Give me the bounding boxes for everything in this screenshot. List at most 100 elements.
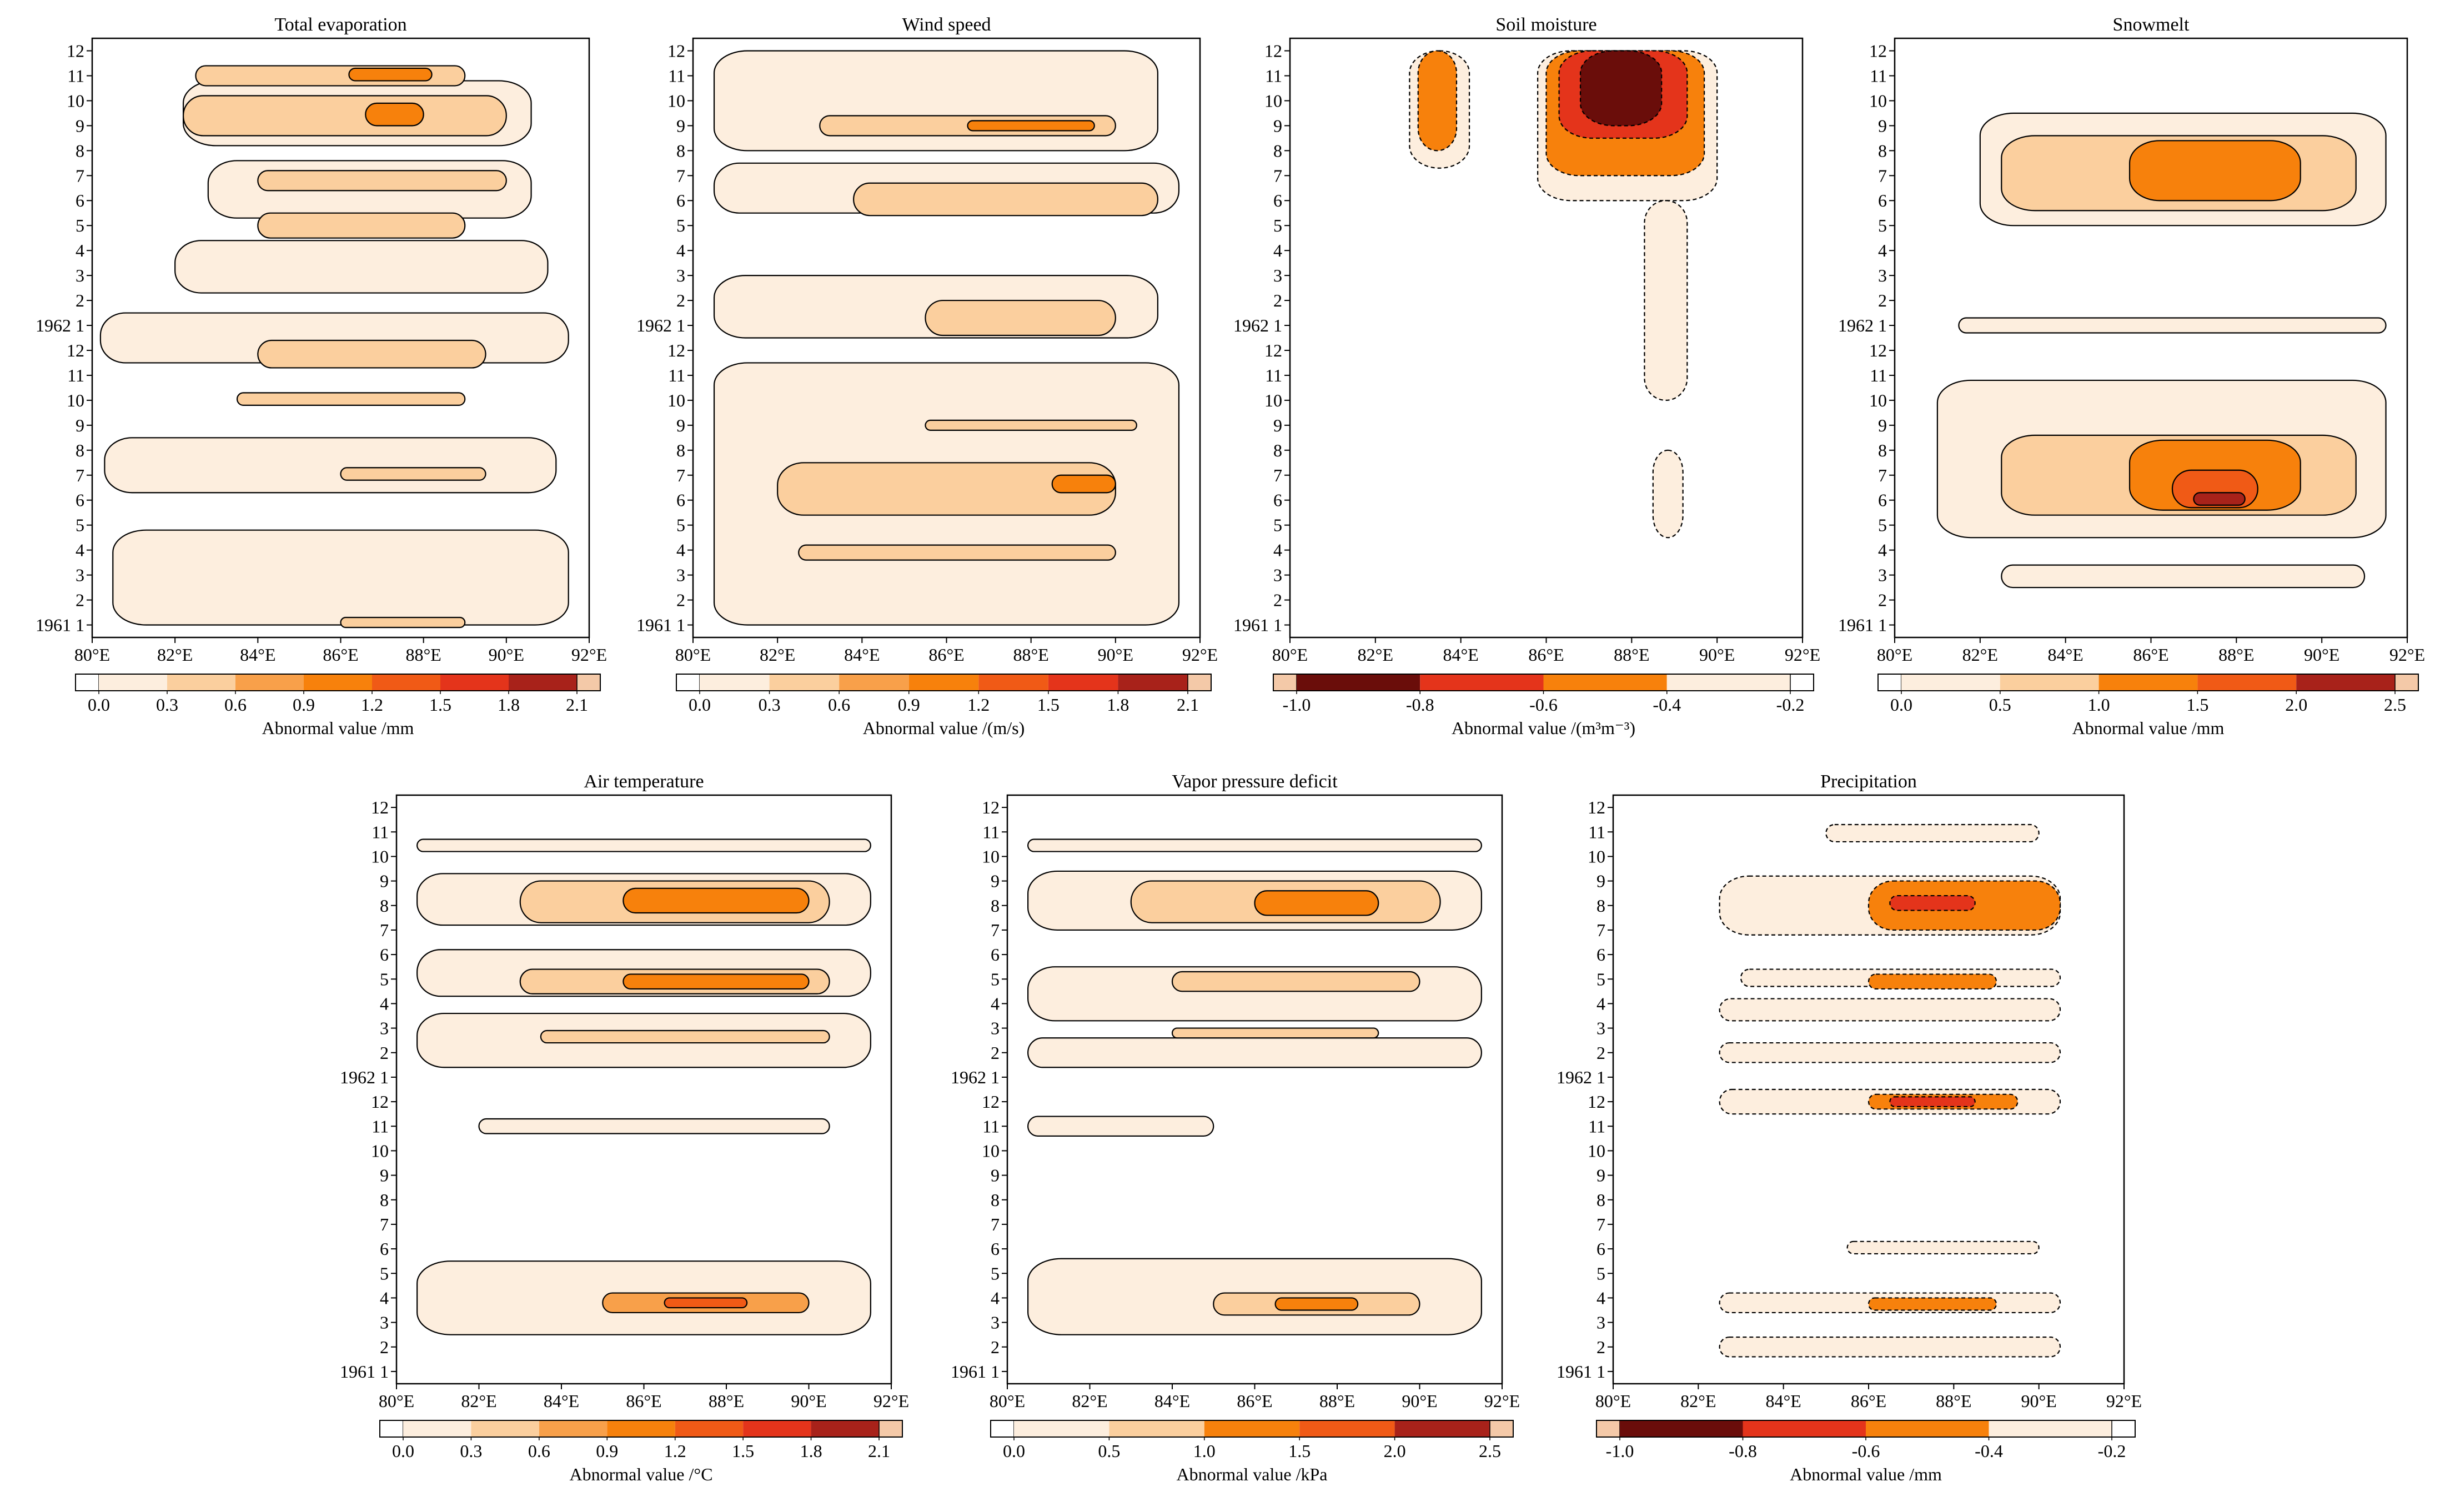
colorbar-cap	[1596, 1420, 1620, 1438]
y-tick-label: 7	[1596, 920, 1605, 940]
y-tick-label: 10	[67, 390, 84, 410]
contour-region	[777, 462, 1116, 516]
y-tick-label: 11	[371, 822, 389, 842]
x-tick-label: 84°E	[240, 645, 275, 665]
colorbar-segment	[607, 1420, 675, 1437]
colorbar-label: Abnormal value /mm	[2072, 718, 2225, 738]
colorbar: -1.0 -0.8 -0.6 -0.4 -0.2 Abnormal value /mm	[1596, 1420, 2136, 1484]
colorbar-segment	[1620, 1420, 1743, 1437]
colorbar-tick-label: 1.2	[967, 695, 990, 715]
colorbar-segment	[1866, 1420, 1989, 1437]
contour-region	[1846, 1240, 2040, 1255]
contour-regions	[99, 65, 569, 629]
x-tick-label: 90°E	[2304, 645, 2339, 665]
x-tick-label: 88°E	[405, 645, 441, 665]
colorbar-cap	[878, 1420, 903, 1438]
y-tick-label: 4	[676, 540, 685, 560]
y-tick-label: 3	[1596, 1313, 1605, 1333]
y-tick-label: 10	[371, 846, 389, 866]
y-tick-label: 2	[380, 1043, 389, 1063]
colorbar-segment	[471, 1420, 539, 1437]
contour-regions	[1409, 50, 1718, 539]
x-tick-label: 90°E	[1098, 645, 1133, 665]
y-tick-label: 7	[1596, 1214, 1605, 1234]
y-tick-label: 1962 1	[1838, 315, 1887, 335]
colorbar-segment	[304, 674, 372, 691]
y-tick-label: 4	[1878, 540, 1887, 560]
y-tick-label: 6	[991, 1239, 1000, 1259]
y-tick-label: 10	[982, 846, 1000, 866]
colorbar-segment	[1420, 674, 1544, 691]
colorbar-label: Abnormal value /kPa	[1177, 1464, 1328, 1484]
contour-region	[1889, 1096, 1976, 1108]
x-tick-label: 80°E	[74, 645, 110, 665]
contour-region	[1027, 1037, 1482, 1068]
x-tick-label: 82°E	[1358, 645, 1393, 665]
y-tick-label: 10	[667, 390, 685, 410]
colorbar-tick-label: -0.6	[1852, 1441, 1880, 1461]
colorbar: 0.0 0.3 0.6 0.9 1.2 1.5 1.8 2.1 Abnormal value /…	[676, 674, 1212, 738]
y-tick-label: 8	[76, 440, 84, 460]
colorbar-frame	[676, 674, 1212, 691]
colorbar-segment	[1901, 674, 2000, 691]
contour-region	[2001, 564, 2366, 589]
colorbar-tick-label: 0.3	[460, 1441, 482, 1461]
panel-2: Soil moisture 1961 1 2 3 4 5 6 7 8 9 10 11 12 1962 1 2…	[1233, 14, 1820, 738]
x-tick-label: 82°E	[1680, 1391, 1716, 1411]
y-tick-label: 5	[76, 215, 84, 235]
colorbar-tick-label: 0.9	[293, 695, 315, 715]
x-tick-label: 88°E	[1614, 645, 1649, 665]
contour-region	[1171, 971, 1420, 992]
colorbar-tick-label: -0.2	[1776, 695, 1805, 715]
y-tick-label: 8	[1596, 1190, 1605, 1210]
y-tick-label: 10	[371, 1141, 389, 1161]
contour-region	[2128, 140, 2301, 202]
colorbar-tick-label: -1.0	[1283, 695, 1311, 715]
x-tick-label: 86°E	[1851, 1391, 1886, 1411]
y-tick-label: 6	[1596, 1239, 1605, 1259]
contour-region	[1958, 317, 2387, 334]
colorbar-segment	[235, 674, 304, 691]
contour-region	[853, 182, 1159, 217]
colorbar-segment	[372, 674, 440, 691]
colorbar-cap	[990, 1420, 1015, 1438]
x-tick-label: 92°E	[2389, 645, 2425, 665]
y-tick-label: 11	[1265, 365, 1282, 385]
colorbar-segment	[1394, 1420, 1490, 1437]
contour-region	[1889, 895, 1976, 911]
contour-region	[1027, 1116, 1214, 1137]
colorbar-tick-label: -0.2	[2098, 1441, 2126, 1461]
y-tick-label: 12	[371, 797, 389, 817]
y-tick-label: 1962 1	[340, 1067, 389, 1087]
y-tick-label: 12	[1264, 340, 1282, 360]
x-tick-label: 86°E	[1528, 645, 1564, 665]
x-tick-label: 90°E	[2021, 1391, 2056, 1411]
y-tick-label: 12	[1869, 41, 1887, 61]
colorbar-segment	[539, 1420, 608, 1437]
colorbar-segment	[2098, 674, 2198, 691]
contour-regions	[713, 50, 1180, 626]
contour-region	[1719, 998, 2061, 1022]
contour-region	[1417, 50, 1458, 152]
y-tick-label: 1961 1	[951, 1362, 1000, 1382]
y-tick-label: 4	[1878, 240, 1887, 260]
y-tick-label: 12	[1588, 797, 1605, 817]
y-tick-label: 12	[667, 340, 685, 360]
colorbar-tick-label: 1.5	[2186, 695, 2208, 715]
y-tick-label: 9	[1273, 115, 1282, 135]
colorbar-tick-label: 2.5	[1479, 1441, 1501, 1461]
chart-title: Snowmelt	[2113, 14, 2190, 35]
y-tick-label: 6	[76, 190, 84, 210]
colorbar-tick-label: 1.2	[664, 1441, 686, 1461]
y-tick-label: 2	[991, 1337, 1000, 1357]
x-tick-label: 84°E	[1765, 1391, 1801, 1411]
x-tick-label: 88°E	[1936, 1391, 1971, 1411]
y-tick-label: 8	[991, 896, 1000, 916]
contour-regions	[1027, 838, 1482, 1335]
y-tick-label: 1961 1	[636, 615, 685, 635]
y-tick-label: 6	[1273, 190, 1282, 210]
y-tick-label: 3	[676, 565, 685, 585]
x-tick-label: 88°E	[709, 1391, 744, 1411]
colorbar-label: Abnormal value /°C	[569, 1464, 712, 1484]
y-tick-label: 4	[380, 993, 389, 1013]
